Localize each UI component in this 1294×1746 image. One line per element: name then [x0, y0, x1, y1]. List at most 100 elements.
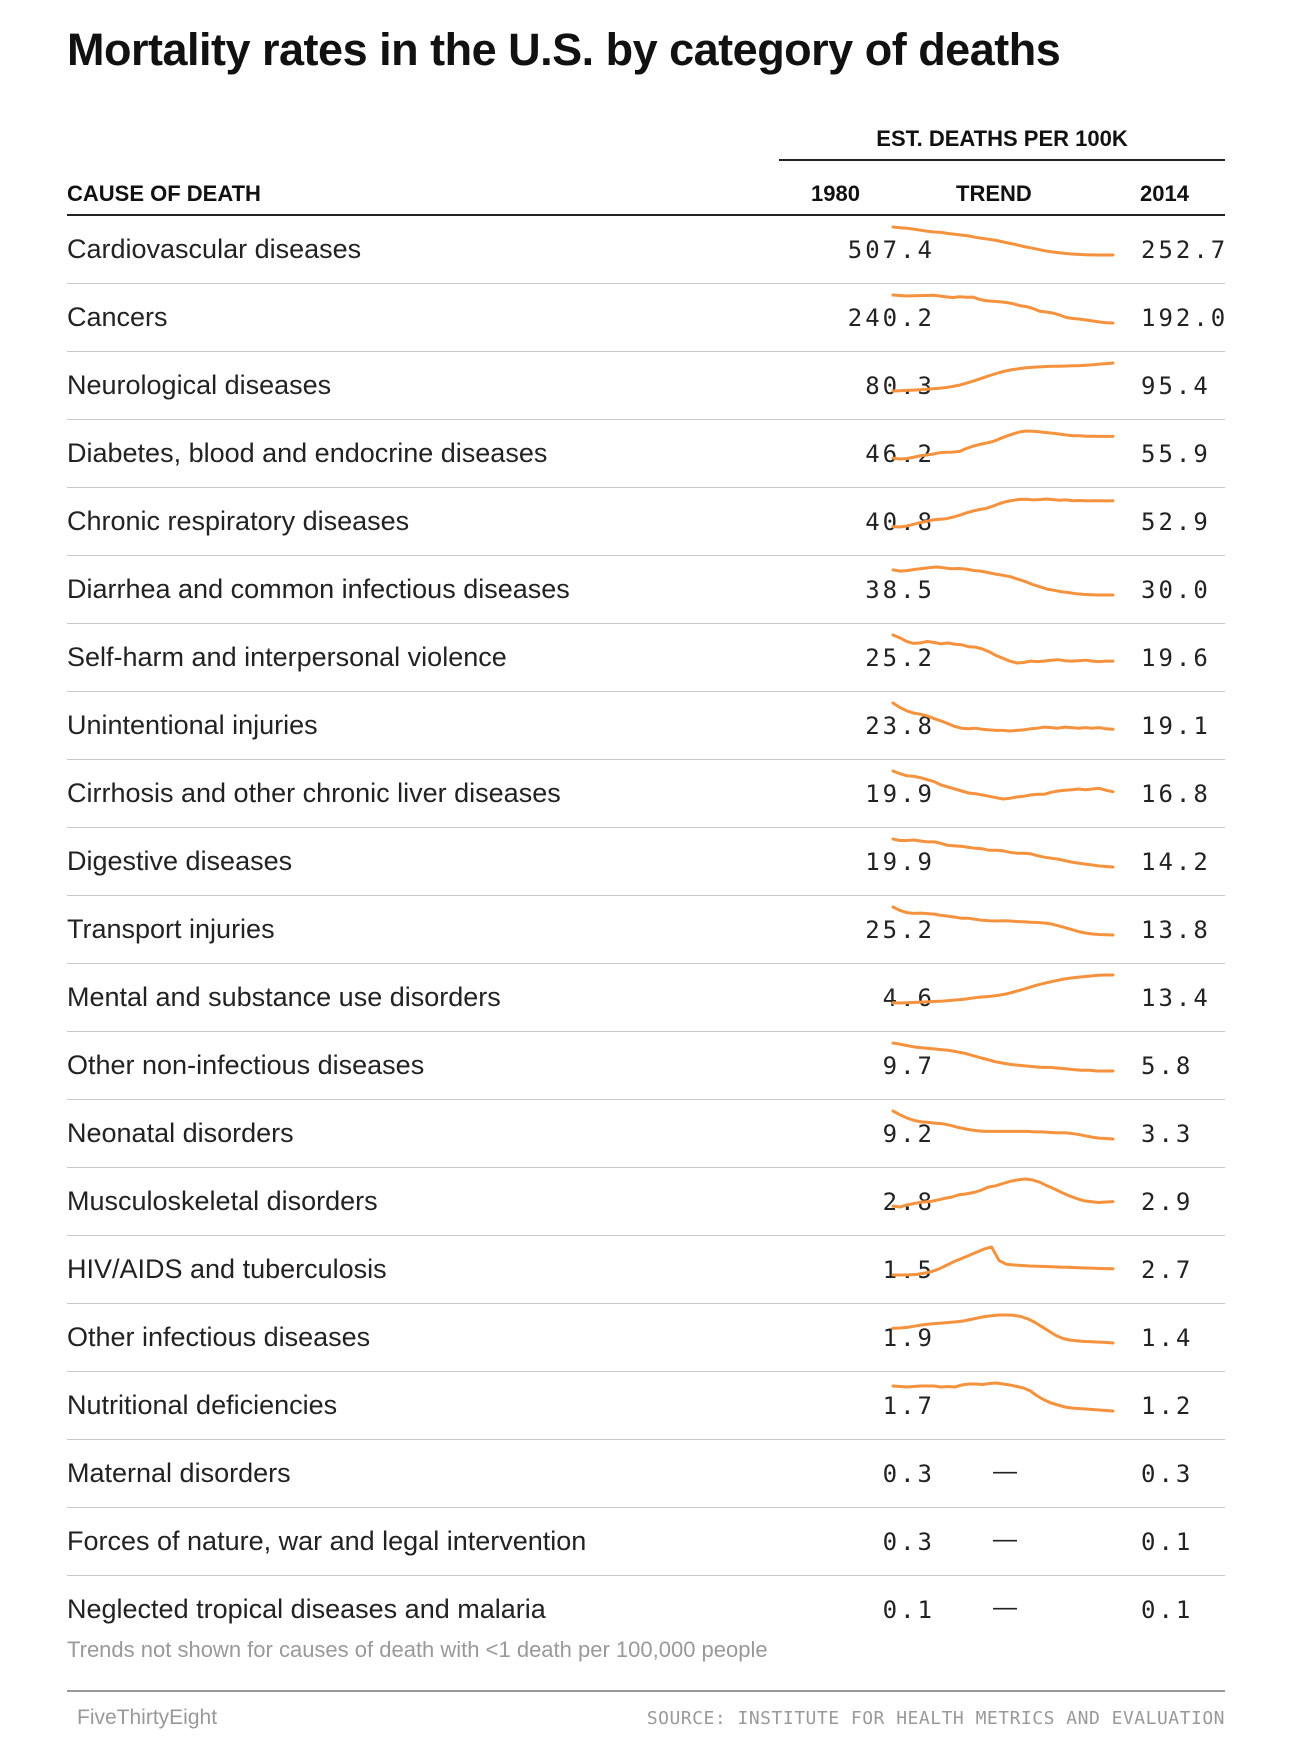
table-row: Maternal disorders 0.3 — 0.3 [67, 1440, 1225, 1508]
value-1980: 38.5 [865, 576, 935, 604]
table-row: Neglected tropical diseases and malaria 0… [67, 1576, 1225, 1643]
trend-line [891, 701, 1115, 733]
table-row: Neurological diseases 80.3 95.4 [67, 352, 1225, 420]
data-table: Cardiovascular diseases 507.4 252.7 Cancers… [67, 216, 1225, 1643]
value-2014: 1.2 [1141, 1392, 1194, 1420]
cause-label: Cancers [67, 302, 168, 332]
table-row: Other infectious diseases 1.9 1.4 [67, 1304, 1225, 1372]
trend-line [891, 1245, 1115, 1277]
no-trend-dash: — [993, 1594, 1017, 1621]
chart-title: Mortality rates in the U.S. by category … [67, 24, 1061, 75]
value-1980: 4.6 [882, 984, 935, 1012]
cause-label: Nutritional deficiencies [67, 1390, 338, 1420]
trend-sparkline [891, 837, 1115, 869]
value-1980: 23.8 [865, 712, 935, 740]
value-2014: 2.7 [1141, 1256, 1194, 1284]
value-1980: 80.3 [865, 372, 935, 400]
trend-sparkline [891, 701, 1115, 733]
value-1980: 9.7 [882, 1052, 935, 1080]
value-2014: 30.0 [1141, 576, 1211, 604]
cause-label: Diabetes, blood and endocrine diseases [67, 438, 548, 468]
column-group-rule [779, 159, 1225, 161]
trend-sparkline [891, 225, 1115, 257]
trend-line [891, 905, 1115, 937]
cause-label: Digestive diseases [67, 846, 293, 876]
trend-sparkline [891, 769, 1115, 801]
table-row: Transport injuries 25.2 13.8 [67, 896, 1225, 964]
cause-label: Cardiovascular diseases [67, 234, 362, 264]
trend-line [891, 837, 1115, 869]
value-2014: 1.4 [1141, 1324, 1194, 1352]
cause-label: Forces of nature, war and legal interven… [67, 1526, 587, 1556]
cause-label: Transport injuries [67, 914, 275, 944]
table-row: Cancers 240.2 192.0 [67, 284, 1225, 352]
value-2014: 16.8 [1141, 780, 1211, 808]
cause-label: Other infectious diseases [67, 1322, 371, 1352]
cause-label: Chronic respiratory diseases [67, 506, 410, 536]
trend-sparkline [891, 497, 1115, 529]
trend-line [891, 497, 1115, 529]
trend-line [891, 1313, 1115, 1345]
value-1980: 0.3 [882, 1528, 935, 1556]
cause-label: Diarrhea and common infectious diseases [67, 574, 570, 604]
cause-label: Mental and substance use disorders [67, 982, 501, 1012]
footnote: Trends not shown for causes of death wit… [67, 1637, 768, 1662]
table-row: Cirrhosis and other chronic liver diseas… [67, 760, 1225, 828]
trend-line [891, 361, 1115, 393]
source-label: SOURCE: INSTITUTE FOR HEALTH METRICS AND… [646, 1708, 1225, 1729]
trend-sparkline [891, 633, 1115, 665]
value-2014: 13.8 [1141, 916, 1211, 944]
trend-line [891, 225, 1115, 257]
table-row: Forces of nature, war and legal interven… [67, 1508, 1225, 1576]
trend-column-header: TREND [956, 181, 1032, 206]
table-row: Neonatal disorders 9.2 3.3 [67, 1100, 1225, 1168]
trend-line [891, 1109, 1115, 1141]
value-1980: 0.3 [882, 1460, 935, 1488]
table-row: Mental and substance use disorders 4.6 13.… [67, 964, 1225, 1032]
trend-line [891, 1177, 1115, 1209]
trend-sparkline [891, 293, 1115, 325]
value-2014: 95.4 [1141, 372, 1211, 400]
year-1980-column-header: 1980 [811, 181, 860, 206]
table-row: Nutritional deficiencies 1.7 1.2 [67, 1372, 1225, 1440]
brand-label: FiveThirtyEight [77, 1706, 218, 1729]
cause-label: Unintentional injuries [67, 710, 318, 740]
value-2014: 14.2 [1141, 848, 1211, 876]
trend-line [891, 565, 1115, 597]
trend-line [891, 1041, 1115, 1073]
value-2014: 19.6 [1141, 644, 1211, 672]
value-1980: 19.9 [865, 780, 935, 808]
value-1980: 9.2 [882, 1120, 935, 1148]
trend-sparkline [891, 565, 1115, 597]
no-trend-dash: — [993, 1526, 1017, 1553]
value-2014: 0.1 [1141, 1528, 1194, 1556]
value-1980: 1.7 [882, 1392, 935, 1420]
table-row: Self-harm and interpersonal violence 25.2… [67, 624, 1225, 692]
value-2014: 55.9 [1141, 440, 1211, 468]
value-1980: 46.2 [865, 440, 935, 468]
trend-sparkline [891, 1381, 1115, 1413]
table-row: Diabetes, blood and endocrine diseases 46… [67, 420, 1225, 488]
cause-label: Neonatal disorders [67, 1118, 294, 1148]
table-row: Digestive diseases 19.9 14.2 [67, 828, 1225, 896]
cause-label: Maternal disorders [67, 1458, 291, 1488]
table-row: Unintentional injuries 23.8 19.1 [67, 692, 1225, 760]
trend-sparkline [891, 361, 1115, 393]
trend-sparkline [891, 1177, 1115, 1209]
trend-sparkline [891, 1313, 1115, 1345]
trend-line [891, 633, 1115, 665]
table-row: Diarrhea and common infectious diseases 3… [67, 556, 1225, 624]
value-1980: 19.9 [865, 848, 935, 876]
header-rule [67, 214, 1225, 216]
value-2014: 192.0 [1141, 304, 1229, 332]
table-row: Chronic respiratory diseases 40.8 52.9 [67, 488, 1225, 556]
trend-line [891, 973, 1115, 1005]
trend-line [891, 429, 1115, 461]
trend-sparkline [891, 429, 1115, 461]
value-1980: 25.2 [865, 916, 935, 944]
value-2014: 19.1 [1141, 712, 1211, 740]
value-1980: 0.1 [882, 1596, 935, 1624]
table-row: Musculoskeletal disorders 2.8 2.9 [67, 1168, 1225, 1236]
cause-column-header: CAUSE OF DEATH [67, 181, 261, 206]
cause-label: Musculoskeletal disorders [67, 1186, 378, 1216]
